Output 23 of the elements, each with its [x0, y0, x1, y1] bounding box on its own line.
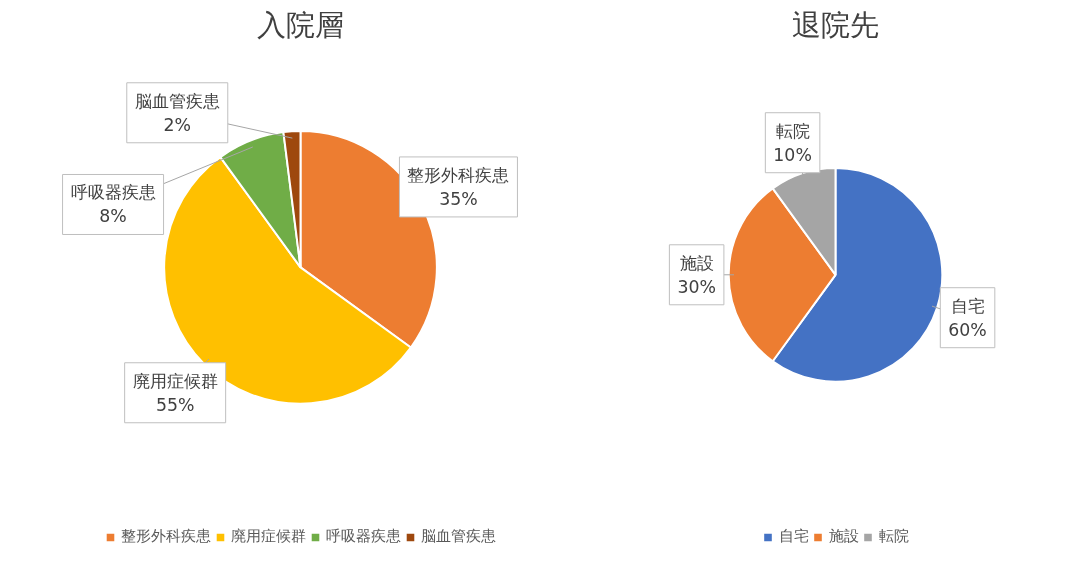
chart-title: 入院層	[257, 7, 344, 42]
legend-label: 自宅	[778, 527, 809, 546]
data-label: 30%	[677, 276, 716, 297]
data-label: 35%	[439, 188, 478, 209]
data-label: 55%	[155, 394, 195, 415]
legend-label: 廃用症候群	[231, 527, 306, 546]
slice-label: 呼吸器疾患	[70, 182, 156, 203]
slice-label: 整形外科疾患	[407, 164, 510, 185]
slice-label: 脳血管疾患	[134, 90, 220, 111]
chart-title: 退院先	[792, 7, 879, 42]
data-label: 60%	[948, 319, 987, 340]
data-label: 8%	[99, 206, 127, 227]
slice-label: 廃用症候群	[132, 370, 218, 391]
legend-label: 転院	[878, 527, 909, 546]
slice-label: 自宅	[950, 295, 985, 316]
legend-label: 脳血管疾患	[421, 527, 496, 546]
slice-label: 施設	[679, 252, 714, 273]
legend-label: 施設	[828, 527, 859, 546]
slice-label: 転院	[775, 120, 810, 141]
legend-label: 呼吸器疾患	[326, 527, 401, 546]
data-label: 2%	[163, 114, 192, 135]
data-label: 10%	[773, 144, 812, 165]
legend-label: 整形外科疾患	[121, 527, 211, 546]
